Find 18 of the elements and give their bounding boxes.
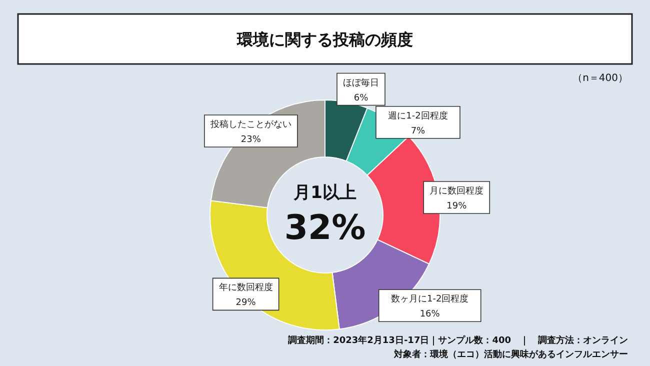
data-label: 23% [240, 134, 262, 145]
data-label: 19% [446, 201, 468, 212]
slice-label: 数ヶ月に1-2回程度 [390, 294, 469, 305]
text: 調査期間：2023年2月13日-17日｜サンプル数：400 ｜ 調査方法：オンライン [287, 335, 628, 346]
text: 月1以上 [292, 183, 356, 203]
slice-label: 投稿したことがない [209, 118, 292, 130]
chart-title: 環境に関する投稿の頻度 [236, 30, 413, 49]
slice-label: 月に数回程度 [430, 185, 484, 196]
data-label: 6% [354, 93, 369, 104]
text: （n＝400） [572, 73, 628, 84]
text: 32% [284, 208, 366, 248]
text: 対象者：環境（エコ）活動に興味があるインフルエンサー [393, 349, 628, 360]
slice-label: 年に数回程度 [218, 282, 273, 294]
data-label: 7% [410, 126, 426, 136]
data-label: 16% [420, 310, 440, 320]
slice-label: 週に1-2回程度 [388, 110, 448, 122]
slice-label: ほぼ毎日 [342, 77, 379, 88]
data-label: 29% [236, 298, 256, 308]
